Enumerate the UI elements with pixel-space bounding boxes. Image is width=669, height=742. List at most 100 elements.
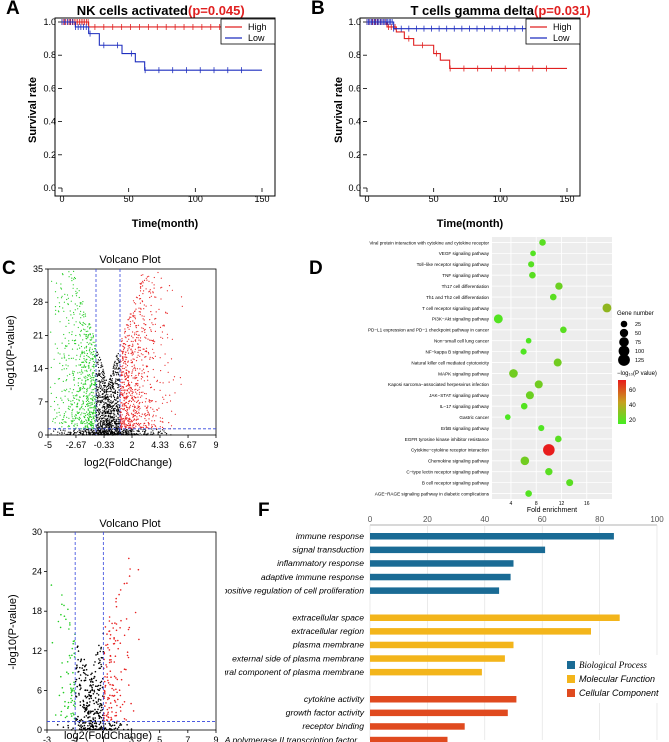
volcano-point [77,431,79,433]
volcano-point [97,416,99,418]
color-scale-label-40: 40 [629,403,636,409]
volcano-point [62,402,64,404]
volcano-point [93,722,96,725]
ytick-label-a: 0.4 [43,117,56,127]
volcano-point [91,728,94,731]
volcano-point [90,430,92,432]
volcano-point [90,424,92,426]
volcano-point [64,395,66,397]
volcano-point [144,331,146,333]
volcano-point [92,710,94,712]
volcano-point [81,430,83,432]
volcano-point [109,406,112,408]
volcano-point [98,387,100,389]
volcano-point [123,422,125,424]
volcano-point [152,357,154,360]
volcano-point [150,387,152,389]
volcano-point [96,375,98,377]
volcano-point [91,373,93,375]
volcano-point [99,404,101,406]
volcano-point [68,408,70,410]
volcano-point [124,362,126,364]
volcano-point [127,382,130,385]
volcano-point [79,407,81,410]
volcano-point [61,687,64,689]
volcano-point [105,419,107,421]
volcano-point [133,403,135,405]
volcano-point [74,342,76,345]
volcano-point [67,433,69,435]
volcano-point [85,668,88,671]
volcano-point [82,321,84,324]
volcano-point [108,659,111,661]
volcano-point [133,405,135,407]
volcano-point [143,290,145,292]
volcano-point [139,313,141,316]
volcano-point [131,427,133,429]
volcano-point [57,431,59,433]
volcano-point [135,422,137,425]
volcano-point [163,325,165,327]
volcano-point [85,431,88,433]
volcano-point [60,297,63,299]
volcano-point [106,390,108,392]
volcano-point [94,661,96,663]
volcano-point [129,388,131,390]
volcano-point [103,432,105,434]
volcano-point [110,661,112,663]
go-term-label: RNA polymerase II transcription factor..… [225,735,364,742]
volcano-point [111,408,113,410]
pathway-label: Natural killer cell mediated cytotoxicit… [411,360,489,365]
volcano-point [132,434,134,436]
volcano-point [135,388,137,390]
volcano-point [149,296,151,299]
volcano-point [89,328,91,330]
volcano-point [91,424,93,426]
volcano-point [87,399,89,401]
volcano-point [71,654,73,657]
volcano-point [72,389,75,391]
volcano-point [120,432,122,434]
volcano-point [122,359,124,361]
volcano-point [150,330,152,332]
volcano-point [89,339,91,341]
volcano-point [66,388,68,390]
volcano-point [170,434,172,436]
volcano-point [144,431,146,433]
volcano-point [142,293,144,295]
volcano-point [91,407,93,409]
volcano-point [76,666,78,668]
volcano-point [103,652,106,655]
volcano-point [134,434,136,436]
volcano-point [75,334,77,337]
volcano-point [113,638,115,640]
volcano-point [104,407,106,410]
volcano-point [83,679,86,682]
volcano-point [128,684,130,686]
volcano-point [115,426,117,428]
volcano-point [136,413,138,415]
volcano-point [137,430,139,433]
volcano-point [79,430,81,432]
volcano-point [118,427,120,429]
volcano-point [98,717,101,720]
volcano-point [155,311,157,313]
volcano-point [111,410,113,412]
volcano-point [113,637,115,639]
volcano-point [80,317,82,319]
volcano-point [104,380,106,382]
volcano-point [126,654,129,657]
volcano-point [83,427,85,429]
volcano-point [82,385,84,387]
volcano-point [115,366,117,368]
volcano-point [99,667,101,669]
volcano-point [97,389,99,391]
volcano-point [61,273,64,275]
volcano-point [169,400,172,402]
volcano-point [71,690,73,693]
volcano-point [130,349,132,351]
volcano-point [106,418,108,420]
volcano-point [88,367,90,369]
volcano-point [114,432,116,435]
volcano-point [111,687,113,690]
